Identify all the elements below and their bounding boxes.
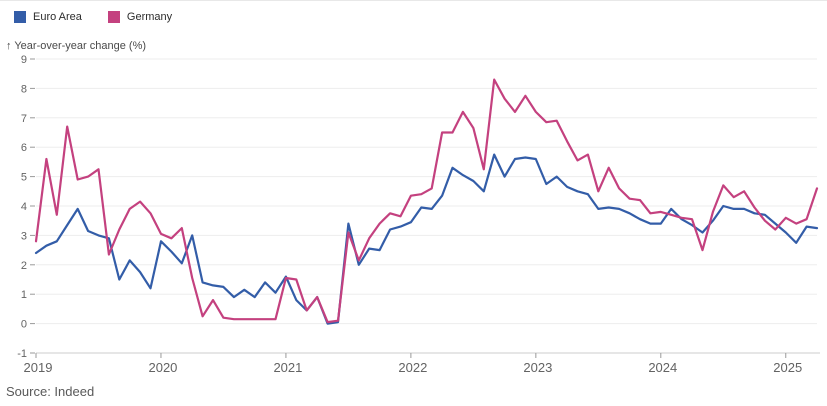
y-tick-label: 7 [21, 113, 27, 125]
series-line-germany [34, 78, 819, 324]
y-tick-label: 5 [21, 172, 27, 184]
y-tick-label: 8 [21, 83, 27, 95]
x-axis-ticks: 2019 2020 2021 2022 2023 2024 2025 [24, 353, 802, 375]
up-arrow-icon: ↑ [6, 40, 12, 52]
legend-label-euro-area: Euro Area [33, 11, 82, 23]
x-tick-label: 2024 [648, 360, 677, 375]
legend-item-euro-area[interactable]: Euro Area [14, 11, 82, 23]
y-gridlines: 9 8 7 6 5 4 3 2 1 0 -1 [17, 54, 817, 360]
x-tick-label: 2025 [773, 360, 802, 375]
y-tick-label: 9 [21, 54, 27, 66]
y-tick-label: 4 [21, 201, 27, 213]
legend-item-germany[interactable]: Germany [107, 11, 173, 23]
x-tick-label: 2020 [148, 360, 177, 375]
y-tick-label: 0 [21, 319, 27, 331]
y-tick-label: 2 [21, 260, 27, 272]
germany-swatch-icon [107, 11, 120, 23]
x-tick-label: 2019 [24, 360, 53, 375]
source-note: Source: Indeed [6, 384, 95, 399]
y-tick-label: -1 [17, 348, 27, 360]
series-line-euro-area [34, 153, 819, 325]
y-tick-label: 6 [21, 142, 27, 154]
euro-area-swatch-icon [14, 11, 26, 23]
x-tick-label: 2023 [523, 360, 552, 375]
legend-label-germany: Germany [126, 11, 173, 23]
y-tick-label: 3 [21, 230, 27, 242]
x-tick-label: 2022 [398, 360, 427, 375]
y-axis-title: ↑ Year-over-year change (%) [6, 40, 147, 52]
x-tick-label: 2021 [273, 360, 302, 375]
y-tick-label: 1 [21, 289, 27, 301]
legend: Euro Area Germany [14, 11, 172, 23]
